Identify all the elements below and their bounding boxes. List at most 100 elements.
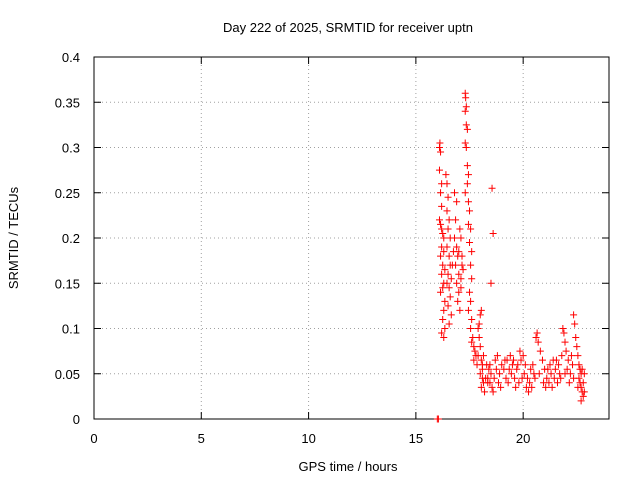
grid-lines	[94, 57, 609, 419]
data-point	[445, 216, 453, 224]
data-point	[467, 225, 475, 233]
data-point	[564, 356, 572, 364]
data-point	[452, 216, 460, 224]
data-point	[470, 343, 478, 351]
data-point	[440, 234, 448, 242]
y-tick-label: 0.3	[62, 141, 80, 156]
data-point	[547, 370, 555, 378]
data-point	[567, 352, 575, 360]
x-tick-label: 0	[90, 431, 97, 446]
data-point	[461, 189, 469, 197]
data-point	[573, 343, 581, 351]
data-point	[488, 383, 496, 391]
data-point	[479, 352, 487, 360]
data-point	[471, 347, 479, 355]
x-tick-label: 5	[198, 431, 205, 446]
data-point	[457, 284, 465, 292]
data-point	[455, 288, 463, 296]
data-point	[438, 225, 446, 233]
data-point	[454, 297, 462, 305]
data-point	[435, 166, 443, 174]
data-point	[487, 370, 495, 378]
data-point	[443, 207, 451, 215]
data-point	[447, 275, 455, 283]
data-point	[467, 325, 475, 332]
data-point	[532, 334, 540, 342]
data-point	[517, 356, 525, 364]
data-point	[490, 374, 498, 382]
data-point	[445, 252, 453, 260]
data-point	[467, 261, 475, 269]
data-point	[459, 266, 467, 274]
data-point	[521, 361, 529, 369]
data-point	[548, 383, 556, 391]
y-tick-label: 0.1	[62, 322, 80, 337]
data-point	[515, 379, 523, 387]
data-point	[496, 370, 504, 378]
data-point	[464, 220, 472, 228]
data-point	[463, 180, 471, 188]
data-point	[439, 261, 447, 269]
data-point	[453, 279, 461, 287]
data-point	[476, 370, 484, 378]
chart-title: Day 222 of 2025, SRMTID for receiver upt…	[223, 20, 473, 35]
data-point	[438, 270, 446, 278]
data-point	[505, 365, 513, 373]
data-point	[466, 288, 474, 296]
data-point	[559, 325, 567, 332]
data-point	[443, 180, 451, 188]
data-point	[536, 347, 544, 355]
data-point	[468, 275, 476, 283]
data-point	[468, 338, 476, 346]
data-point	[562, 347, 570, 355]
data-point	[445, 320, 453, 328]
data-point	[542, 383, 550, 391]
data-point	[498, 361, 506, 369]
data-point	[463, 162, 471, 170]
y-tick-label: 0.4	[62, 50, 80, 65]
x-tick-label: 15	[409, 431, 423, 446]
data-point	[457, 234, 465, 242]
data-point	[445, 284, 453, 292]
data-point	[464, 171, 472, 179]
data-point	[525, 388, 533, 396]
data-point	[456, 225, 464, 233]
data-point	[442, 171, 450, 179]
data-point	[477, 383, 485, 391]
data-point	[484, 379, 492, 387]
axis-ticks: 0 5 10 15 20 0 0.05 0.1 0.15 0.2 0.25 0.3 0.35 0.4	[55, 50, 609, 446]
data-point	[561, 370, 569, 378]
data-point	[443, 243, 451, 251]
data-point	[569, 361, 577, 369]
data-point	[437, 220, 445, 228]
data-point	[492, 365, 500, 373]
data-point	[477, 356, 485, 364]
data-point	[488, 184, 496, 192]
data-point	[475, 320, 483, 328]
data-point	[462, 94, 470, 102]
data-point	[435, 216, 443, 224]
data-point	[444, 225, 452, 233]
data-point	[560, 329, 568, 337]
data-point	[441, 297, 449, 305]
x-tick-label: 10	[301, 431, 315, 446]
data-point	[527, 365, 535, 373]
data-point	[441, 325, 449, 332]
data-point	[462, 121, 470, 129]
data-point	[444, 302, 452, 310]
data-point	[453, 198, 461, 206]
data-point	[439, 284, 447, 292]
data-point	[485, 365, 493, 373]
data-point	[546, 361, 554, 369]
data-point	[493, 352, 501, 360]
data-point	[468, 315, 476, 323]
data-point	[557, 374, 565, 382]
data-point	[440, 306, 448, 314]
data-point	[563, 365, 571, 373]
data-point	[489, 388, 497, 396]
data-point	[571, 320, 579, 328]
data-point	[580, 370, 588, 378]
data-point	[494, 379, 502, 387]
data-point	[579, 392, 587, 400]
